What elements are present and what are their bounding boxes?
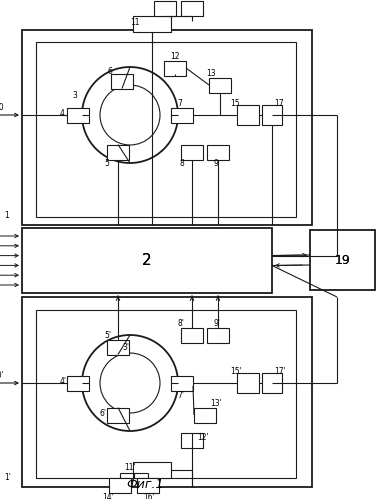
Text: 14': 14' (102, 493, 114, 499)
Bar (262, 373, 282, 393)
Text: 16': 16' (143, 493, 155, 499)
Text: 19: 19 (335, 253, 350, 266)
Bar (107, 145, 129, 160)
Bar (207, 145, 229, 160)
Text: 5': 5' (104, 330, 111, 339)
Bar (310, 230, 375, 290)
Bar (164, 60, 186, 75)
Bar (22, 228, 272, 293)
Text: 15': 15' (230, 366, 242, 376)
Bar (171, 107, 193, 122)
Text: 13: 13 (206, 68, 215, 77)
Text: 3': 3' (122, 343, 129, 352)
Text: 1': 1' (4, 473, 11, 482)
Text: 11: 11 (130, 17, 139, 26)
Bar (67, 107, 89, 122)
Text: 15: 15 (230, 98, 240, 107)
Text: 6: 6 (108, 66, 113, 75)
Text: 8': 8' (178, 318, 185, 327)
Bar (237, 105, 259, 125)
Bar (171, 376, 193, 391)
Text: Фиг.1: Фиг.1 (126, 478, 164, 491)
Text: 10: 10 (0, 102, 3, 111)
Text: 3: 3 (72, 90, 77, 99)
Text: 7': 7' (177, 391, 184, 400)
Bar (207, 327, 229, 342)
Bar (107, 408, 129, 423)
Text: 9': 9' (213, 318, 220, 327)
Bar (107, 339, 129, 354)
Text: 8: 8 (180, 160, 185, 169)
Bar (154, 0, 176, 15)
Bar (137, 478, 159, 493)
Text: 4': 4' (60, 377, 67, 386)
Text: 2: 2 (142, 253, 152, 268)
Text: 19: 19 (335, 253, 350, 266)
Bar (262, 105, 282, 125)
Text: 5: 5 (104, 160, 109, 169)
Bar (109, 478, 131, 493)
Bar (181, 145, 203, 160)
Bar (22, 30, 312, 225)
Bar (67, 376, 89, 391)
Bar (237, 373, 259, 393)
Bar (181, 0, 203, 15)
Text: 7: 7 (177, 98, 182, 107)
Text: 4: 4 (60, 108, 65, 117)
Text: 1: 1 (4, 211, 9, 220)
Text: 9: 9 (213, 160, 218, 169)
Text: 17': 17' (274, 366, 286, 376)
Text: 10': 10' (0, 370, 4, 380)
Text: 13': 13' (210, 399, 222, 408)
Bar (181, 327, 203, 342)
Text: 12: 12 (170, 51, 180, 60)
Text: 11': 11' (124, 464, 136, 473)
Bar (36, 310, 296, 478)
Text: 2: 2 (142, 253, 152, 268)
Bar (133, 462, 171, 478)
Bar (22, 297, 312, 487)
Text: 12': 12' (197, 434, 209, 443)
Bar (111, 73, 133, 88)
Text: 17: 17 (274, 98, 283, 107)
Text: 6': 6' (100, 409, 107, 418)
Bar (181, 433, 203, 448)
Bar (209, 77, 231, 92)
Bar (133, 16, 171, 32)
Bar (194, 408, 216, 423)
Bar (36, 42, 296, 217)
